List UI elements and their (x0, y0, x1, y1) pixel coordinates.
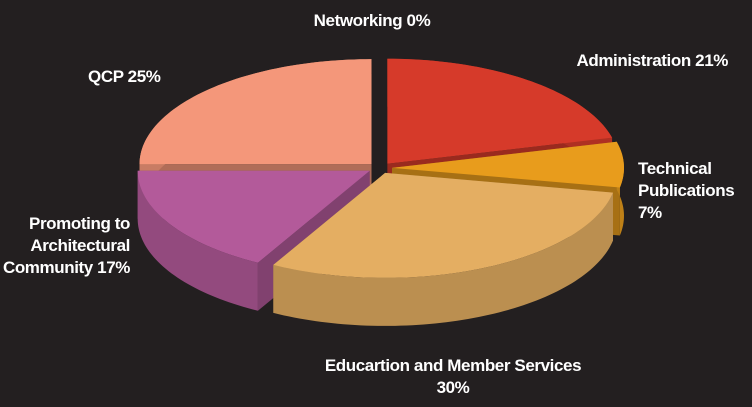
slice (137, 170, 370, 263)
category-label: Technical Publications (638, 159, 735, 200)
category-label: QCP (88, 67, 124, 86)
value-label: 25% (127, 67, 161, 86)
value-label: 21% (695, 51, 728, 70)
category-label: Promoting to Architectural Community (2, 214, 130, 277)
slice-label: Technical Publications 7% (638, 158, 750, 224)
value-label: 7% (638, 203, 662, 222)
slice-wall (137, 170, 258, 311)
value-label: 0% (406, 11, 431, 30)
slice (387, 58, 613, 164)
value-label: 30% (436, 378, 470, 397)
category-label: Educartion and Member Services (324, 356, 582, 375)
category-label: Administration (576, 51, 691, 70)
slice-label: QCP 25% (88, 66, 208, 88)
value-label: 17% (97, 258, 130, 277)
slice-label: Promoting to Architectural Community 17% (0, 213, 130, 279)
slice-label: Networking 0% (272, 10, 472, 32)
slice (391, 141, 624, 188)
slice-wall (273, 192, 613, 326)
slice (139, 59, 372, 165)
slice-label: Administration 21% (480, 50, 728, 72)
slice (273, 172, 613, 278)
category-label: Networking (313, 11, 403, 30)
slice-label: Educartion and Member Services 30% (323, 355, 583, 399)
